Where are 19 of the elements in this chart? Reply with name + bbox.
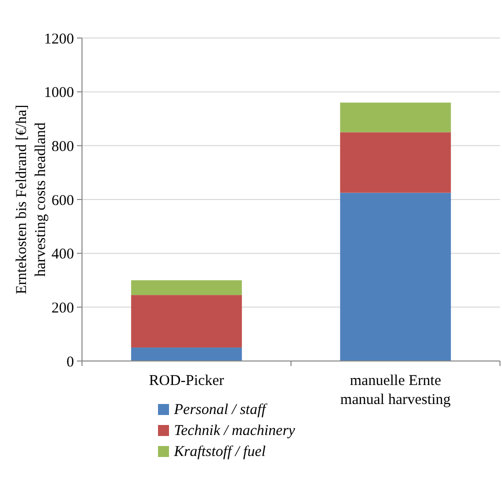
bar [131, 295, 242, 348]
x-tick-label: manuelle Ernte manual harvesting [340, 373, 452, 408]
bar [340, 132, 451, 193]
legend-label: Technik / machinery [174, 423, 296, 439]
bar [131, 348, 242, 361]
y-tick-label: 0 [66, 354, 74, 370]
y-tick-label: 400 [52, 246, 74, 263]
bar [340, 192, 451, 361]
y-tick-label: 600 [52, 192, 74, 209]
y-axis-title: Erntekosten bis Feldrand [€/ha] harvesting costs headland [14, 104, 49, 294]
legend-label: Kraftstoff / fuel [173, 444, 266, 460]
x-tick-label: ROD-Picker [149, 373, 224, 389]
y-tick-label: 800 [52, 138, 74, 155]
y-tick-label: 200 [52, 300, 74, 316]
bar [340, 102, 451, 132]
legend-label: Personal / staff [173, 402, 268, 418]
y-tick-label: 1200 [44, 31, 74, 48]
bar [131, 280, 242, 296]
y-tick-label: 1000 [44, 85, 74, 102]
